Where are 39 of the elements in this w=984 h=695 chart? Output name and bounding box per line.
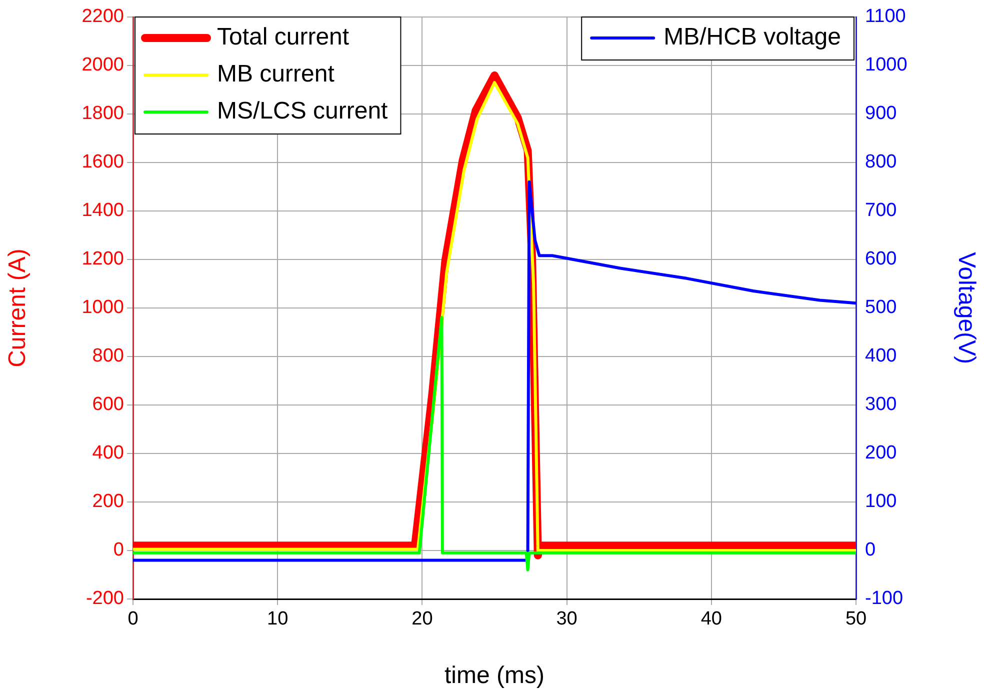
legend-label: Total current (217, 24, 350, 51)
x-tick-label: 10 (267, 608, 288, 630)
x-tick-label: 30 (556, 608, 578, 630)
x-tick-label: 50 (845, 608, 867, 630)
y2-tick-label: 200 (865, 442, 897, 464)
y-tick-label: 0 (113, 540, 124, 561)
y-tick-label: 800 (92, 346, 124, 367)
y-tick-label: 200 (92, 491, 124, 512)
legend-label: MS/LCS current (217, 98, 388, 125)
y2-tick-label: 100 (865, 491, 897, 512)
y2-tick-label: 500 (865, 297, 897, 318)
y2-tick-label: 0 (865, 540, 876, 561)
x-tick-label: 40 (700, 608, 722, 630)
y2-tick-label: 800 (865, 152, 897, 173)
y-tick-label: -200 (86, 588, 124, 610)
y2-tick-label: 1000 (865, 54, 908, 76)
x-tick-label: 0 (128, 608, 138, 630)
y-tick-label: 1600 (82, 152, 124, 173)
y-tick-label: 2200 (82, 6, 124, 28)
y2-tick-label: 400 (865, 346, 897, 367)
y-tick-label: 2000 (82, 54, 124, 76)
y-tick-label: 400 (92, 442, 124, 464)
y2-tick-label: 600 (865, 248, 897, 270)
y2-tick-label: -100 (865, 588, 904, 610)
legend-label: MB current (217, 60, 335, 88)
x-axis-title: time (ms) (444, 662, 544, 690)
y2-axis-title: Voltage(V) (952, 252, 980, 364)
legend-label: MB/HCB voltage (664, 24, 842, 51)
y2-tick-label: 1100 (865, 6, 906, 28)
y-tick-label: 1000 (82, 297, 124, 318)
y-tick-label: 1400 (82, 200, 124, 222)
y2-tick-label: 900 (865, 103, 897, 124)
y2-tick-label: 300 (865, 394, 897, 416)
y-axis-title: Current (A) (4, 248, 32, 368)
y2-tick-label: 700 (865, 200, 897, 222)
x-tick-label: 20 (412, 608, 433, 630)
y-tick-label: 1800 (82, 103, 124, 124)
y-tick-label: 600 (92, 394, 124, 416)
y-tick-label: 1200 (82, 248, 124, 270)
